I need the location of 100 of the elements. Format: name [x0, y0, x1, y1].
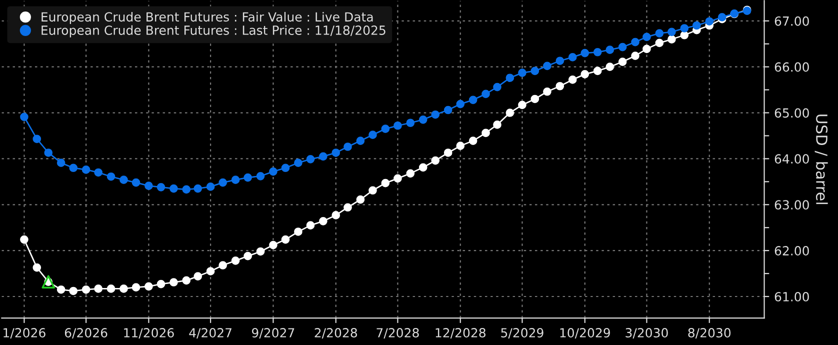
- point: [356, 136, 365, 145]
- point: [194, 272, 202, 280]
- y-tick-label: 63.00: [774, 200, 809, 210]
- point: [482, 90, 490, 98]
- point: [642, 44, 651, 54]
- point: [394, 121, 402, 130]
- point: [69, 286, 78, 296]
- point: [244, 252, 252, 260]
- point: [556, 82, 564, 90]
- point: [543, 62, 552, 70]
- point: [655, 29, 664, 38]
- point: [618, 58, 627, 66]
- point: [94, 168, 102, 177]
- point: [306, 221, 315, 230]
- point: [606, 46, 614, 54]
- point: [368, 130, 377, 139]
- y-tick-label: 66.00: [774, 62, 809, 72]
- point: [631, 52, 640, 60]
- point: [705, 17, 714, 26]
- point: [319, 152, 328, 161]
- point: [518, 68, 526, 77]
- point: [82, 166, 90, 174]
- x-tick-label: 12/2028: [436, 328, 486, 338]
- point: [344, 142, 352, 151]
- point: [406, 118, 415, 128]
- point: [456, 142, 465, 150]
- point: [82, 285, 90, 294]
- y-tick-label: 61.00: [774, 292, 809, 302]
- point: [20, 235, 28, 244]
- x-tick-label: 3/2030: [626, 328, 668, 338]
- point: [218, 261, 227, 270]
- point: [344, 203, 352, 212]
- point: [144, 282, 153, 291]
- point: [69, 164, 78, 172]
- point: [144, 182, 153, 190]
- x-tick-label: 1/2026: [4, 328, 46, 338]
- point: [418, 115, 428, 124]
- point: [194, 184, 202, 193]
- point: [580, 48, 590, 58]
- legend-label: European Crude Brent Futures : Last Price : 11/18/2025: [42, 25, 386, 38]
- point: [120, 284, 128, 293]
- point: [655, 38, 664, 48]
- point: [618, 42, 627, 52]
- point: [94, 284, 102, 293]
- y-tick-label: 65.00: [774, 108, 809, 118]
- point: [642, 32, 651, 42]
- point: [444, 106, 452, 114]
- point: [668, 28, 676, 36]
- point: [680, 30, 689, 40]
- point: [680, 24, 689, 32]
- point: [206, 267, 215, 276]
- point: [281, 235, 290, 244]
- point: [493, 120, 502, 129]
- y-tick-label: 64.00: [774, 154, 809, 164]
- point: [120, 176, 128, 184]
- point: [156, 280, 166, 288]
- point: [42, 275, 56, 288]
- point: [482, 128, 490, 138]
- point: [568, 76, 577, 84]
- y-axis-title: USD / barrel: [814, 114, 828, 204]
- x-tick-label: 11/2026: [124, 328, 174, 338]
- point: [368, 186, 377, 195]
- point: [132, 283, 140, 292]
- point: [269, 167, 278, 176]
- point: [182, 185, 191, 194]
- x-tick-label: 8/2030: [688, 328, 731, 338]
- point: [206, 182, 215, 191]
- point: [431, 156, 440, 165]
- point: [44, 148, 53, 157]
- x-tick-label: 2/2028: [314, 328, 357, 338]
- point: [606, 62, 614, 71]
- point: [32, 134, 42, 144]
- point: [256, 247, 265, 256]
- point: [231, 256, 240, 265]
- point: [294, 228, 302, 236]
- point: [132, 178, 140, 187]
- point: [456, 100, 465, 108]
- point: [493, 82, 502, 92]
- point: [218, 178, 227, 187]
- point: [56, 158, 66, 167]
- point: [156, 183, 166, 192]
- point: [170, 184, 178, 193]
- point: [556, 56, 564, 66]
- point: [580, 70, 590, 78]
- point: [269, 240, 278, 250]
- point: [381, 124, 390, 134]
- x-tick-label: 7/2028: [376, 328, 419, 338]
- point: [418, 163, 428, 172]
- point: [530, 94, 540, 104]
- point: [356, 195, 365, 204]
- point: [631, 38, 640, 46]
- point: [231, 176, 240, 184]
- point: [381, 178, 390, 188]
- point: [319, 217, 328, 226]
- point: [406, 169, 415, 178]
- point: [106, 284, 116, 293]
- point: [106, 172, 116, 181]
- point: [281, 164, 290, 172]
- point: [306, 154, 315, 164]
- point: [543, 87, 552, 96]
